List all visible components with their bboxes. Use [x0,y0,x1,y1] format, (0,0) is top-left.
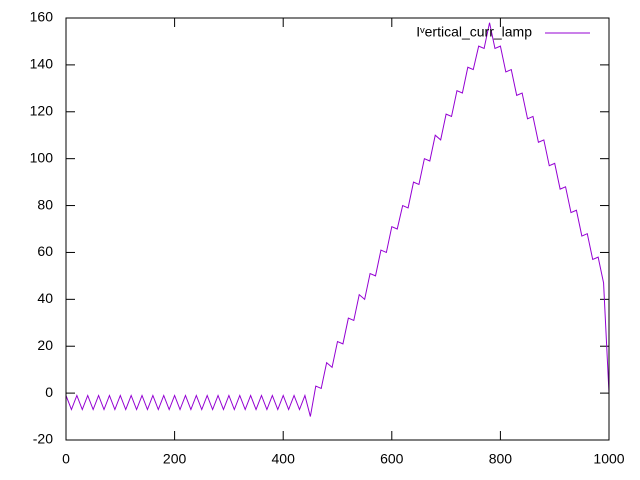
y-tick-label: 160 [30,9,54,25]
legend-label: Iᵛertical_curr_lamp [416,24,532,40]
y-tick-label: 140 [30,56,54,72]
y-tick-label: 20 [37,337,53,353]
y-tick-label: 40 [37,290,53,306]
x-tick-label: 600 [380,451,404,467]
x-tick-label: 0 [62,451,70,467]
y-tick-label: 0 [45,384,53,400]
y-tick-label: 100 [30,149,54,165]
x-tick-label: 200 [163,451,187,467]
plot-border [65,17,610,441]
x-tick-label: 400 [272,451,296,467]
series-line [65,22,610,417]
y-tick-label: 80 [37,196,53,212]
y-tick-label: 60 [37,243,53,259]
y-tick-label: -20 [33,431,53,447]
x-tick-label: 800 [489,451,513,467]
x-tick-label: 1000 [593,451,624,467]
y-tick-label: 120 [30,102,54,118]
